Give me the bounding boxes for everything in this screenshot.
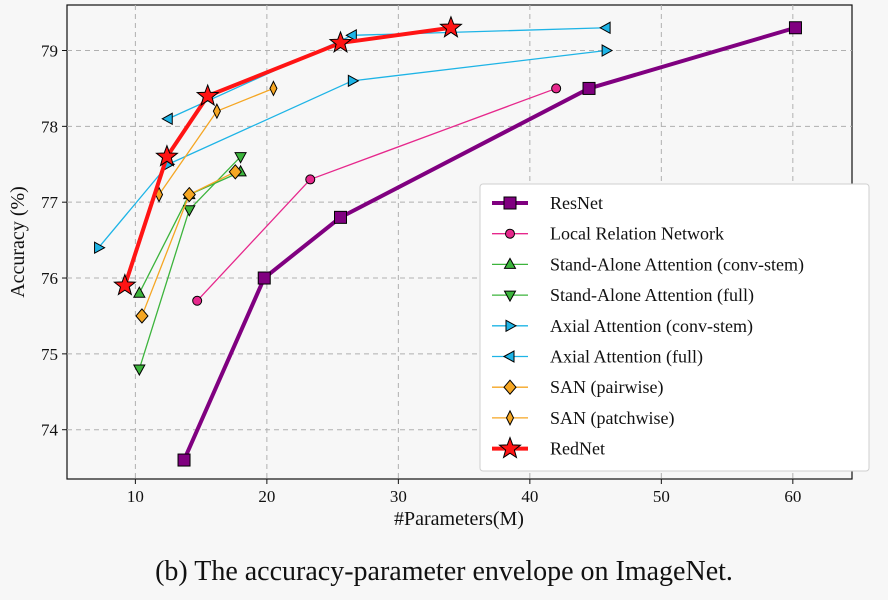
- data-point-san-patchwise: [212, 103, 221, 120]
- data-point-stand-alone-attention-full: [234, 152, 247, 164]
- legend-label-local-relation-network: Local Relation Network: [550, 224, 724, 244]
- data-point-resnet: [582, 81, 596, 95]
- legend-marker-san-patchwise: [505, 409, 515, 427]
- series-stand-alone-attention-full: [132, 152, 247, 377]
- data-point-rednet: [113, 273, 137, 296]
- data-point-resnet: [257, 271, 271, 285]
- legend-marker-axial-attention-full: [502, 350, 515, 363]
- data-point-local-relation-network: [305, 174, 316, 185]
- x-axis-label: #Parameters(M): [394, 508, 524, 530]
- data-point-san-pairwise: [228, 164, 242, 180]
- y-tick-label: 76: [41, 269, 58, 288]
- legend-label-axial-attention-conv-stem: Axial Attention (conv-stem): [550, 316, 753, 337]
- legend: ResNet Local Relation Network Stand-Alone …: [479, 183, 870, 472]
- data-point-resnet: [788, 21, 802, 35]
- data-point-local-relation-network: [192, 295, 203, 306]
- data-point-axial-attention-full: [345, 28, 357, 42]
- x-tick-label: 20: [258, 487, 275, 506]
- legend-marker-resnet: [503, 196, 517, 210]
- data-point-san-pairwise: [135, 308, 149, 324]
- y-tick-label: 78: [41, 117, 58, 136]
- legend-label-resnet: ResNet: [550, 193, 603, 213]
- series-line-axial-attention-conv-stem: [98, 49, 607, 249]
- data-point-stand-alone-attention-full: [132, 364, 146, 377]
- data-point-resnet: [177, 453, 191, 467]
- series-san-pairwise: [135, 164, 242, 324]
- data-point-axial-attention-full: [599, 21, 611, 35]
- legend-marker-san-pairwise: [503, 379, 517, 395]
- data-point-stand-alone-attention-full: [182, 205, 196, 217]
- legend-marker-stand-alone-attention-full: [503, 290, 517, 303]
- series-rednet: [113, 15, 463, 296]
- y-tick-label: 79: [41, 42, 58, 61]
- y-tick-label: 74: [41, 421, 59, 440]
- data-point-rednet: [195, 83, 220, 107]
- x-tick-label: 40: [521, 487, 538, 506]
- data-point-axial-attention-full: [161, 112, 173, 126]
- legend-label-san-pairwise: SAN (pairwise): [550, 377, 663, 398]
- legend-label-stand-alone-attention-full: Stand-Alone Attention (full): [550, 285, 754, 306]
- y-tick-label: 77: [41, 193, 59, 212]
- data-point-axial-attention-conv-stem: [94, 241, 106, 255]
- data-point-axial-attention-conv-stem: [601, 44, 614, 57]
- x-tick-label: 30: [390, 487, 407, 506]
- series-local-relation-network: [192, 83, 562, 306]
- series-san-patchwise: [154, 80, 278, 203]
- data-point-san-pairwise: [182, 186, 196, 203]
- y-tick-label: 75: [41, 345, 58, 364]
- data-point-resnet: [334, 210, 348, 224]
- data-point-rednet: [155, 144, 179, 167]
- series-axial-attention-full: [161, 21, 611, 126]
- x-tick-label: 50: [653, 487, 670, 506]
- legend-box: [479, 183, 870, 472]
- data-point-axial-attention-conv-stem: [347, 74, 360, 88]
- legend-label-stand-alone-attention-conv-stem: Stand-Alone Attention (conv-stem): [550, 254, 804, 275]
- legend-label-san-patchwise: SAN (patchwise): [550, 408, 674, 429]
- legend-marker-local-relation-network: [505, 228, 515, 239]
- legend-label-axial-attention-full: Axial Attention (full): [550, 347, 703, 368]
- x-tick-label: 60: [784, 487, 801, 506]
- data-point-san-patchwise: [269, 80, 278, 97]
- figure-caption: (b) The accuracy-parameter envelope on I…: [155, 556, 733, 587]
- data-point-stand-alone-attention-conv-stem: [132, 286, 146, 298]
- data-point-rednet: [439, 15, 463, 38]
- legend-marker-stand-alone-attention-conv-stem: [503, 257, 517, 269]
- x-tick-label: 10: [127, 487, 144, 506]
- y-axis-label: Accuracy (%): [7, 186, 29, 298]
- legend-marker-axial-attention-conv-stem: [505, 319, 518, 333]
- series-resnet: [177, 21, 802, 467]
- legend-marker-rednet: [498, 436, 522, 459]
- data-point-local-relation-network: [551, 83, 562, 94]
- legend-label-rednet: RedNet: [550, 439, 605, 459]
- data-point-rednet: [328, 30, 353, 53]
